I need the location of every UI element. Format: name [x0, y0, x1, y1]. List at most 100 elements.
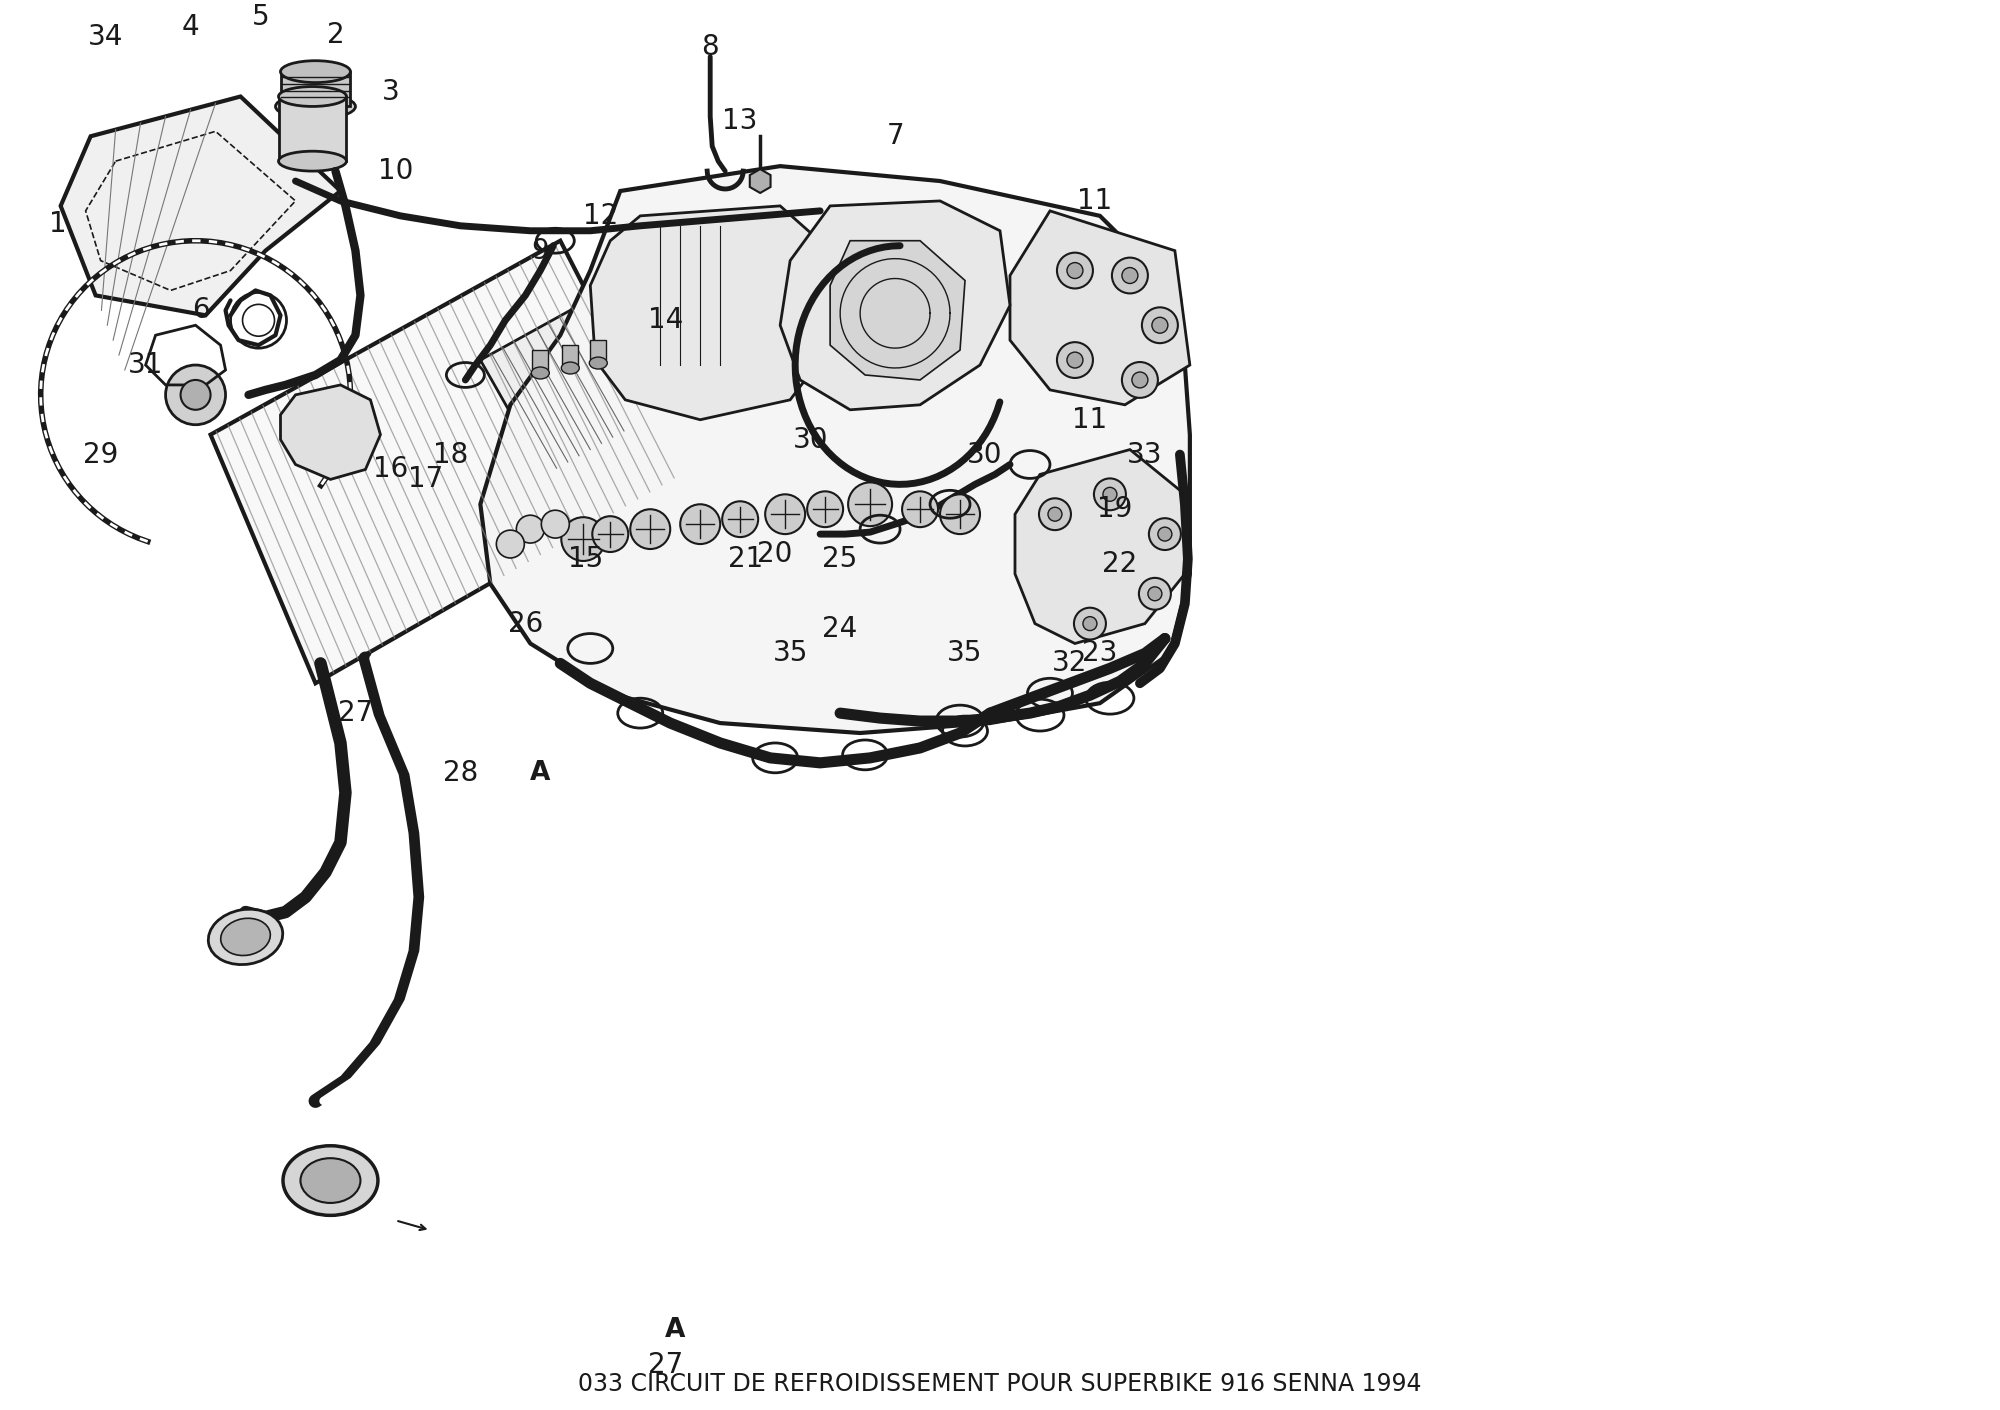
Text: 14: 14 [648, 306, 682, 334]
Text: 22: 22 [1102, 550, 1138, 578]
Circle shape [1056, 252, 1092, 289]
Ellipse shape [282, 1146, 378, 1215]
Text: 20: 20 [758, 540, 792, 568]
Circle shape [1122, 268, 1138, 283]
Text: A: A [530, 760, 550, 785]
Text: 2: 2 [326, 21, 344, 49]
Text: 33: 33 [1128, 440, 1162, 468]
Ellipse shape [208, 909, 282, 964]
Polygon shape [280, 385, 380, 479]
Circle shape [1056, 343, 1092, 378]
Ellipse shape [562, 362, 580, 374]
Circle shape [766, 495, 806, 534]
Circle shape [630, 509, 670, 548]
Circle shape [592, 516, 628, 551]
Text: 31: 31 [128, 351, 164, 379]
Text: 18: 18 [432, 440, 468, 468]
Circle shape [1142, 307, 1178, 343]
Circle shape [1094, 478, 1126, 510]
Circle shape [1122, 362, 1158, 398]
Circle shape [680, 505, 720, 544]
Ellipse shape [220, 918, 270, 956]
Polygon shape [60, 96, 340, 316]
Text: 25: 25 [822, 546, 858, 572]
Text: 9: 9 [532, 237, 550, 265]
Text: 4: 4 [182, 13, 200, 41]
Text: 19: 19 [1098, 495, 1132, 523]
Polygon shape [562, 345, 578, 365]
Text: 27: 27 [648, 1351, 682, 1379]
Circle shape [1148, 519, 1180, 550]
Polygon shape [830, 241, 966, 379]
Circle shape [496, 530, 524, 558]
Polygon shape [480, 166, 1190, 733]
Circle shape [1152, 317, 1168, 333]
Circle shape [1158, 527, 1172, 541]
Polygon shape [278, 96, 346, 161]
Text: A: A [666, 1317, 686, 1342]
Circle shape [1038, 498, 1070, 530]
Text: 8: 8 [702, 32, 720, 61]
Text: 29: 29 [82, 440, 118, 468]
Polygon shape [280, 72, 350, 106]
Polygon shape [480, 310, 636, 474]
Circle shape [180, 379, 210, 410]
Text: 13: 13 [722, 107, 758, 135]
Circle shape [722, 502, 758, 537]
Polygon shape [780, 202, 1010, 410]
Circle shape [166, 365, 226, 424]
Text: 35: 35 [772, 640, 808, 667]
Text: 6: 6 [192, 296, 210, 324]
Circle shape [1138, 578, 1170, 609]
Polygon shape [532, 350, 548, 369]
Text: 34: 34 [88, 23, 124, 51]
Text: 21: 21 [728, 546, 762, 572]
Text: 32: 32 [1052, 650, 1088, 677]
Text: 3: 3 [382, 78, 400, 106]
Text: 30: 30 [968, 440, 1002, 468]
Text: 10: 10 [378, 157, 414, 185]
Circle shape [1112, 258, 1148, 293]
Circle shape [542, 510, 570, 539]
Polygon shape [1014, 450, 1184, 643]
Circle shape [808, 491, 844, 527]
Polygon shape [1010, 212, 1190, 405]
Circle shape [1066, 262, 1082, 279]
Ellipse shape [532, 367, 550, 379]
Ellipse shape [590, 357, 608, 369]
Polygon shape [590, 206, 826, 420]
Circle shape [1132, 372, 1148, 388]
Text: 17: 17 [408, 465, 444, 493]
Ellipse shape [278, 86, 346, 106]
Text: 033 CIRCUIT DE REFROIDISSEMENT POUR SUPERBIKE 916 SENNA 1994: 033 CIRCUIT DE REFROIDISSEMENT POUR SUPE… [578, 1372, 1422, 1396]
Text: 5: 5 [252, 3, 270, 31]
Polygon shape [590, 340, 606, 360]
Polygon shape [750, 169, 770, 193]
Circle shape [1048, 508, 1062, 522]
Circle shape [902, 491, 938, 527]
Text: 1: 1 [48, 210, 66, 238]
Circle shape [516, 515, 544, 543]
Circle shape [848, 482, 892, 526]
Text: 23: 23 [1082, 640, 1118, 667]
Circle shape [1102, 488, 1116, 502]
Text: 27: 27 [338, 699, 374, 728]
Text: 28: 28 [442, 759, 478, 787]
Circle shape [1082, 616, 1096, 630]
Circle shape [940, 495, 980, 534]
Ellipse shape [276, 94, 356, 118]
Text: 30: 30 [792, 426, 828, 454]
Text: 26: 26 [508, 609, 542, 637]
Circle shape [1148, 587, 1162, 601]
Ellipse shape [278, 151, 346, 171]
Text: 15: 15 [568, 546, 602, 572]
Ellipse shape [300, 1158, 360, 1203]
Ellipse shape [280, 61, 350, 83]
Circle shape [1066, 352, 1082, 368]
Text: 7: 7 [886, 123, 904, 151]
Circle shape [1074, 608, 1106, 640]
Text: 11: 11 [1078, 188, 1112, 214]
Text: 35: 35 [948, 640, 982, 667]
Polygon shape [210, 241, 680, 684]
Text: 12: 12 [582, 202, 618, 230]
